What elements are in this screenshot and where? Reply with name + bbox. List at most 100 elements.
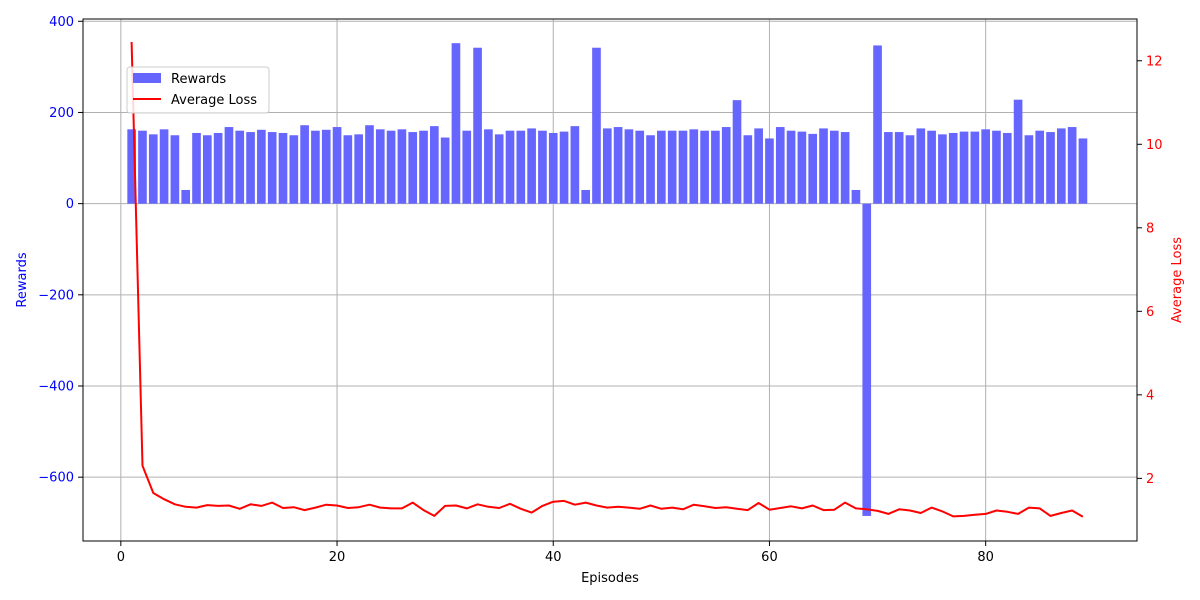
loss-polyline — [130, 41, 1084, 518]
reward-bar — [829, 130, 839, 204]
reward-bar — [667, 130, 677, 204]
reward-bar — [311, 130, 320, 204]
right-tick-label: 12 — [1146, 54, 1163, 69]
x-axis-title: Episodes — [581, 571, 639, 586]
reward-bar — [1035, 130, 1045, 204]
x-tick-label: 40 — [545, 550, 562, 565]
reward-bar — [1013, 99, 1023, 204]
reward-bar — [278, 132, 288, 204]
reward-bar — [321, 129, 331, 204]
reward-bar — [462, 130, 472, 204]
reward-bar — [657, 130, 666, 204]
left-tick-label: 200 — [49, 106, 74, 121]
reward-bar — [440, 137, 450, 204]
reward-bar — [451, 43, 461, 204]
reward-bar — [224, 127, 234, 204]
x-tick-label: 20 — [329, 550, 346, 565]
rewards-bars — [127, 43, 1088, 516]
reward-bar — [743, 135, 753, 204]
reward-bar — [138, 130, 147, 204]
reward-bar — [884, 132, 893, 204]
right-tick-label: 8 — [1146, 221, 1154, 236]
x-tick-label: 0 — [117, 550, 125, 565]
x-tick-label: 80 — [977, 550, 994, 565]
left-axis-title: Rewards — [15, 252, 30, 307]
reward-bar — [862, 203, 872, 516]
reward-bar — [721, 127, 731, 204]
reward-bar — [1024, 135, 1034, 204]
left-axis-ticks: −600 −400 −200 0 200 400 — [38, 15, 83, 486]
plot-frame — [82, 18, 1138, 542]
grid-lines — [83, 19, 1137, 541]
reward-bar — [635, 130, 645, 204]
reward-bar — [851, 189, 861, 204]
reward-bar — [775, 127, 785, 204]
reward-bar — [559, 131, 569, 204]
right-axis-title: Average Loss — [1170, 237, 1185, 323]
reward-bar — [148, 134, 158, 204]
reward-bar — [981, 129, 990, 204]
reward-bar — [592, 47, 601, 204]
reward-bar — [332, 127, 342, 204]
reward-bar — [646, 135, 655, 204]
reward-bar — [170, 135, 180, 204]
reward-bar — [948, 132, 958, 204]
reward-bar — [408, 132, 418, 204]
reward-bar — [905, 135, 915, 204]
reward-bar — [484, 129, 493, 204]
reward-bar — [711, 130, 720, 204]
reward-bar — [959, 131, 969, 204]
reward-bar — [1078, 138, 1088, 204]
right-tick-label: 2 — [1146, 472, 1154, 487]
reward-bar — [765, 138, 774, 204]
reward-bar — [602, 128, 612, 204]
reward-bar — [689, 129, 699, 204]
reward-bar — [1046, 132, 1055, 204]
reward-bar — [808, 133, 818, 204]
reward-bar — [570, 126, 580, 204]
x-axis-ticks: 0 20 40 60 80 — [117, 541, 994, 565]
reward-bar — [678, 130, 688, 204]
reward-bar — [1002, 132, 1012, 204]
reward-bar — [430, 126, 439, 204]
reward-bar — [235, 130, 245, 204]
reward-bar — [797, 131, 807, 204]
reward-bar — [1057, 128, 1066, 204]
right-tick-label: 6 — [1146, 305, 1154, 320]
legend-loss-label: Average Loss — [171, 93, 257, 108]
reward-bar — [700, 130, 709, 204]
reward-bar — [732, 100, 742, 204]
reward-bar — [494, 134, 504, 204]
reward-bar — [397, 129, 407, 204]
reward-bar — [613, 127, 623, 204]
reward-bar — [365, 125, 374, 204]
reward-bar — [938, 134, 947, 204]
right-tick-label: 10 — [1146, 138, 1163, 153]
left-tick-label: −600 — [38, 471, 74, 486]
reward-bar — [419, 130, 428, 204]
reward-bar — [257, 129, 266, 204]
reward-bar — [343, 135, 353, 204]
reward-bar — [192, 132, 201, 204]
reward-bar — [127, 129, 136, 204]
reward-bar — [970, 131, 980, 204]
reward-bar — [354, 134, 363, 204]
reward-bar — [548, 132, 558, 204]
reward-bar — [246, 132, 255, 204]
reward-bar — [581, 189, 591, 204]
reward-bar — [786, 130, 796, 204]
reward-bar — [505, 130, 515, 204]
left-tick-label: 0 — [66, 197, 74, 212]
reward-bar — [840, 132, 850, 204]
reward-bar — [1067, 127, 1077, 204]
reward-bar — [873, 45, 882, 204]
reward-bar — [894, 132, 904, 204]
reward-bar — [624, 129, 634, 204]
reward-bar — [375, 129, 385, 204]
reward-bar — [754, 128, 763, 204]
right-axis-ticks: 2 4 6 8 10 12 — [1137, 54, 1163, 487]
reward-bar — [213, 132, 223, 204]
right-tick-label: 4 — [1146, 388, 1154, 403]
legend: Rewards Average Loss — [126, 66, 270, 114]
